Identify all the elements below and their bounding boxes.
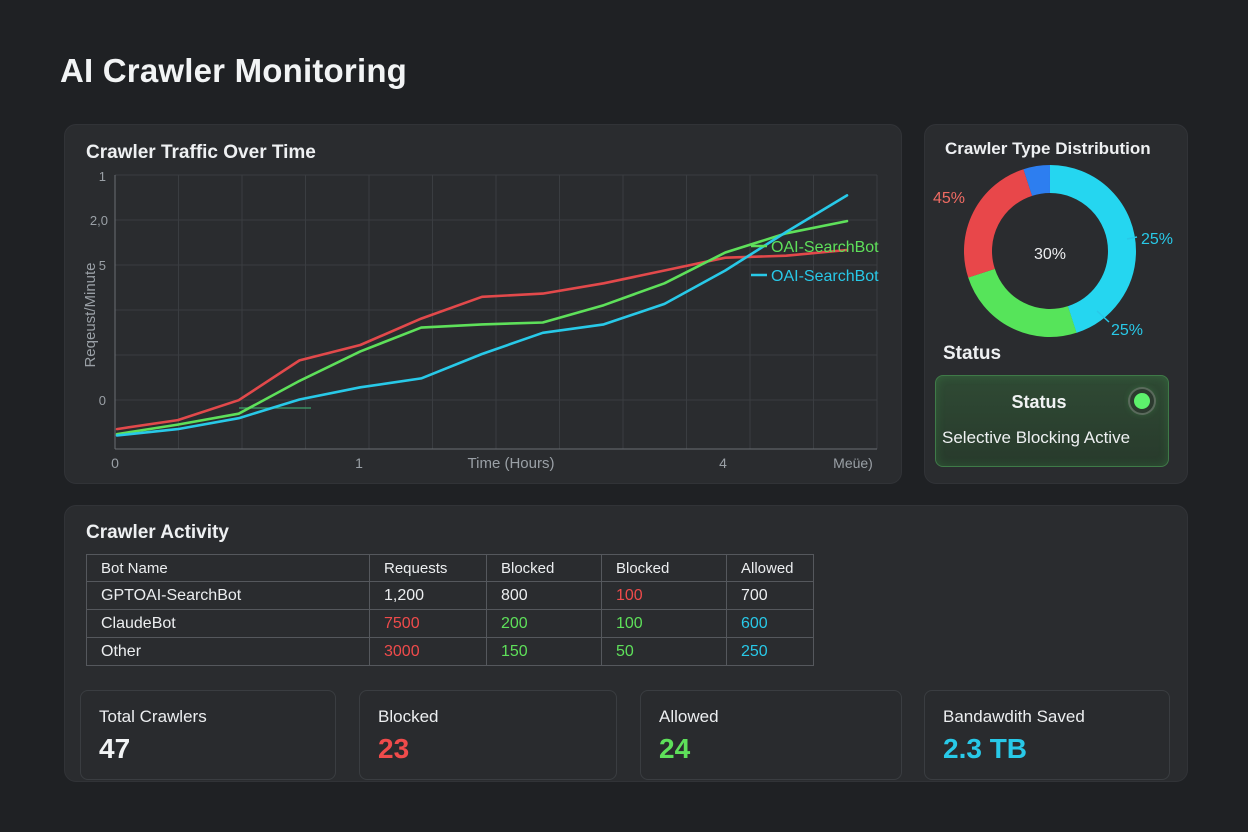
stat-label: Total Crawlers (99, 707, 207, 726)
y-axis-label: Reqeust/Minute (82, 262, 99, 367)
stat-label: Blocked (378, 707, 439, 726)
column-header: Blocked (601, 554, 727, 582)
x-tick-label: 4 (719, 455, 727, 471)
legend-label: OAI-SearchBot (771, 239, 879, 256)
table-cell: 3000 (369, 637, 487, 666)
x-axis-label: Time (Hours) (468, 455, 555, 472)
y-tick-label: 5 (99, 258, 106, 273)
table-header-row: Bot Name Requests Blocked Blocked Allowe… (86, 554, 814, 582)
donut-label-red: 45% (933, 190, 965, 207)
x-tick-label: Meüe) (833, 455, 873, 471)
table-row: GPTOAI-SearchBot 1,200 800 100 700 (86, 581, 814, 610)
page-title: AI Crawler Monitoring (60, 52, 408, 89)
status-title: Status (1011, 392, 1067, 412)
y-tick-label: 0 (99, 393, 106, 408)
table-cell: 50 (601, 637, 727, 666)
donut-leader (1126, 236, 1138, 240)
column-header: Bot Name (86, 554, 370, 582)
activity-title: Crawler Activity (86, 522, 229, 543)
stat-label: Allowed (659, 707, 719, 726)
stat-card-blocked: Blocked 23 (359, 690, 617, 780)
chart-series (115, 194, 849, 437)
donut-center-label: 30% (1034, 246, 1066, 263)
series-line-2 (115, 194, 849, 437)
stat-card-allowed: Allowed 24 (640, 690, 902, 780)
x-tick-label: 1 (355, 455, 363, 471)
table-cell: 100 (601, 609, 727, 638)
table-row: ClaudeBot 7500 200 100 600 (86, 609, 814, 638)
status-indicator-icon (1134, 393, 1150, 409)
stat-value: 47 (99, 733, 131, 764)
series-line-1 (115, 219, 849, 436)
stat-label: Bandawdith Saved (943, 707, 1085, 726)
chart-grid (114, 174, 878, 449)
stat-card-total-crawlers: Total Crawlers 47 (80, 690, 336, 780)
stat-value: 24 (659, 733, 691, 764)
table-cell: 250 (726, 637, 814, 666)
x-tick-label: 0 (111, 455, 119, 471)
table-cell: GPTOAI-SearchBot (86, 581, 370, 610)
traffic-chart-title: Crawler Traffic Over Time (86, 142, 316, 163)
donut-label-cyan: 25% (1111, 322, 1143, 339)
table-cell: 7500 (369, 609, 487, 638)
column-header: Blocked (486, 554, 602, 582)
distribution-card: Crawler Type Distribution 30% 45% 25% 25… (924, 124, 1188, 484)
stat-value: 2.3 TB (943, 733, 1028, 764)
status-panel: Status Selective Blocking Active (935, 375, 1169, 467)
table-cell: 1,200 (369, 581, 487, 610)
distribution-donut-chart: 30% 45% 25% 25% (933, 165, 1173, 339)
crawler-activity-table: Bot Name Requests Blocked Blocked Allowe… (86, 554, 814, 666)
stat-card-bandwidth-saved: Bandawdith Saved 2.3 TB (924, 690, 1170, 780)
table-cell: 200 (486, 609, 602, 638)
distribution-title: Crawler Type Distribution (945, 139, 1151, 158)
donut-label-cyan: 25% (1141, 231, 1173, 248)
legend-label: OAI-SearchBot (771, 268, 879, 285)
table-cell: Other (86, 637, 370, 666)
column-header: Requests (369, 554, 487, 582)
table-cell: 700 (726, 581, 814, 610)
table-cell: 600 (726, 609, 814, 638)
donut-segments (964, 165, 1137, 337)
series-line-0 (115, 248, 849, 431)
donut-segment-cyan (964, 165, 1136, 337)
table-cell: 800 (486, 581, 602, 610)
status-text: Selective Blocking Active (942, 428, 1131, 447)
table-cell: ClaudeBot (86, 609, 370, 638)
traffic-chart-card: Crawler Traffic Over Time Reqeust/Minute… (64, 124, 902, 484)
stat-value: 23 (378, 733, 410, 764)
donut-leader (1096, 310, 1110, 323)
table-cell: 100 (601, 581, 727, 610)
table-row: Other 3000 150 50 250 (86, 637, 814, 666)
y-tick-label: 2,0 (90, 213, 108, 228)
y-tick-label: 1 (99, 169, 106, 184)
traffic-chart: Reqeust/Minute Time (Hours) 0 1 4 Meüe) … (82, 169, 879, 472)
status-heading: Status (943, 343, 1002, 364)
column-header: Allowed (726, 554, 814, 582)
table-cell: 150 (486, 637, 602, 666)
